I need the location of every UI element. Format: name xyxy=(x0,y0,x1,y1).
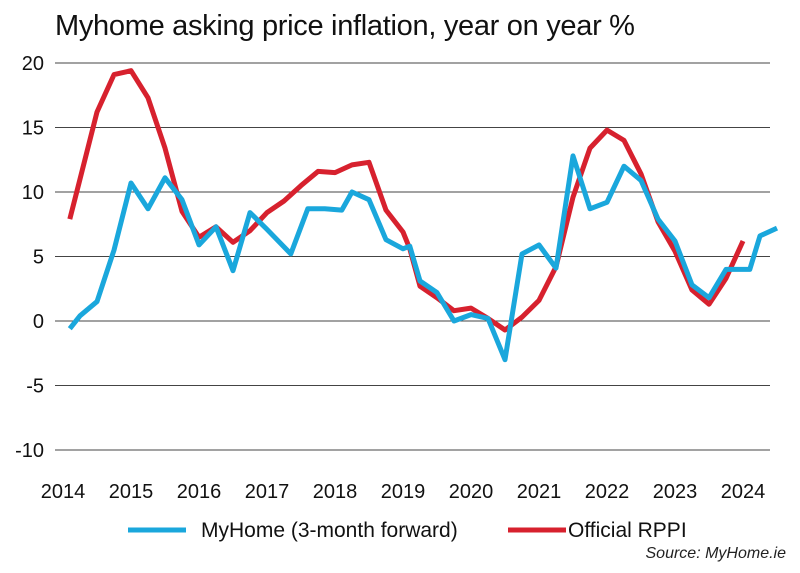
x-tick-label: 2017 xyxy=(245,481,290,503)
x-tick-label: 2021 xyxy=(517,481,562,503)
x-axis-ticks: 2014 2015 2016 2017 2018 2019 2020 2021 2022 2023… xyxy=(41,481,766,503)
y-tick-label: -10 xyxy=(15,440,44,462)
x-tick-label: 2023 xyxy=(653,481,698,503)
x-tick-label: 2019 xyxy=(381,481,426,503)
x-tick-label: 2015 xyxy=(109,481,154,503)
source-note: Source: MyHome.ie xyxy=(645,545,787,562)
x-tick-label: 2018 xyxy=(313,481,358,503)
series-line-myhome xyxy=(67,153,779,363)
y-axis-ticks: 20 15 10 5 0 -5 -10 xyxy=(15,53,44,462)
legend: MyHome (3-month forward) Official RPPI xyxy=(128,519,687,542)
x-tick-label: 2022 xyxy=(585,481,630,503)
x-tick-label: 2024 xyxy=(721,481,766,503)
y-tick-label: 0 xyxy=(33,311,44,333)
y-tick-label: -5 xyxy=(26,376,44,398)
x-tick-label: 2016 xyxy=(177,481,222,503)
y-tick-label: 5 xyxy=(33,247,44,269)
legend-label-official-rppi: Official RPPI xyxy=(568,519,687,542)
series-lines xyxy=(67,68,779,363)
x-tick-label: 2020 xyxy=(449,481,494,503)
legend-label-myhome: MyHome (3-month forward) xyxy=(201,519,458,542)
y-tick-label: 15 xyxy=(22,118,44,140)
y-tick-label: 20 xyxy=(22,53,44,75)
y-tick-label: 10 xyxy=(22,182,44,204)
series-line-official-rppi xyxy=(67,68,746,333)
chart-title: Myhome asking price inflation, year on y… xyxy=(55,10,635,42)
x-tick-label: 2014 xyxy=(41,481,86,503)
